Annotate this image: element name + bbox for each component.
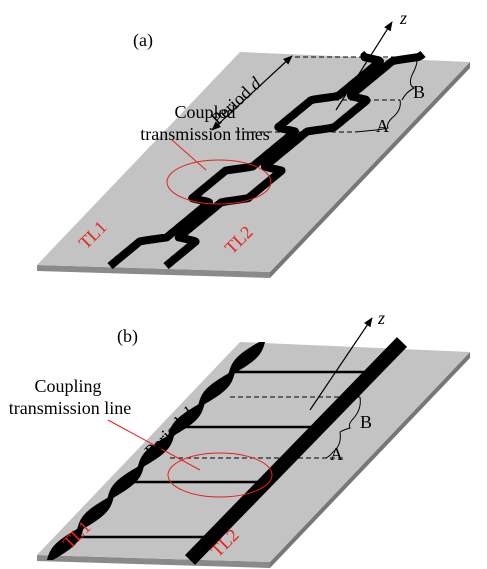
segment-label: A bbox=[376, 116, 389, 136]
segment-label: B bbox=[413, 82, 425, 102]
plate bbox=[37, 342, 470, 562]
panel-label: (b) bbox=[117, 326, 138, 347]
figure: (a) z Coupled transmission lines Period … bbox=[0, 0, 487, 569]
annotation: transmission lines bbox=[140, 124, 270, 144]
panel-a: (a) z Coupled transmission lines Period … bbox=[37, 8, 470, 278]
axis-label: z bbox=[377, 308, 385, 328]
segment-label: A bbox=[330, 444, 343, 464]
axis-label: z bbox=[399, 8, 407, 28]
panel-b: (b) z Coupling transmission line Period … bbox=[9, 308, 470, 568]
panel-label: (a) bbox=[133, 30, 153, 51]
annotation: transmission line bbox=[9, 398, 132, 418]
segment-label: B bbox=[360, 412, 372, 432]
annotation: Coupling bbox=[34, 376, 101, 396]
